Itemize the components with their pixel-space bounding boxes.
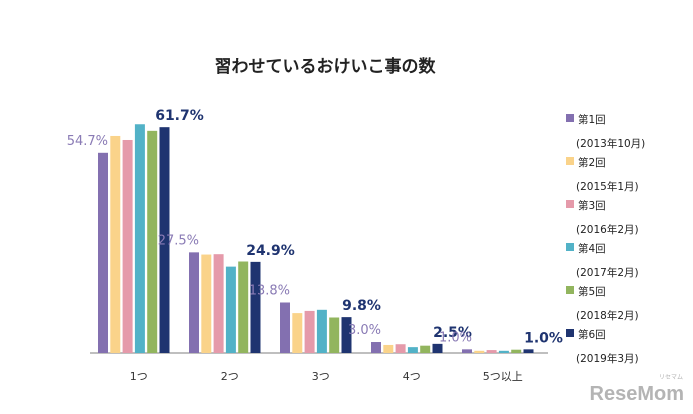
bar-1-series-5 [147, 130, 158, 353]
bar-2-series-4 [225, 266, 236, 353]
bar-2-series-1 [189, 252, 199, 353]
data-label-last-series: 61.7% [155, 108, 204, 124]
bar-2-series-2 [201, 254, 212, 353]
bar-4-series-6 [432, 343, 443, 353]
legend-series-name: 第3回 [578, 199, 606, 212]
data-label-last-series: 9.8% [342, 298, 381, 314]
legend-swatch [566, 114, 574, 122]
bar-4-series-1 [371, 342, 381, 353]
legend-series-name: 第6回 [578, 328, 606, 341]
x-tick-label: 2つ [221, 370, 239, 383]
legend-series-name: 第1回 [578, 113, 606, 126]
bar-4-series-5 [420, 345, 431, 353]
legend-series-period: (2016年2月) [576, 223, 639, 236]
data-label-last-series: 24.9% [246, 243, 295, 259]
data-labels: 54.7%61.7%27.5%24.9%13.8%9.8%3.0% 2.5%1.0… [67, 108, 563, 346]
x-tick-label: 1つ [130, 370, 148, 383]
legend-series-period: (2018年2月) [576, 309, 639, 322]
bar-1-series-1 [98, 152, 108, 353]
legend-series-name: 第5回 [578, 285, 606, 298]
chart-title: 習わせているおけいこ事の数 [215, 56, 437, 77]
bars [98, 124, 534, 353]
bar-3-series-3 [304, 310, 315, 353]
bar-5-series-2 [474, 350, 485, 353]
bar-5-series-6 [523, 349, 534, 353]
legend-swatch [566, 200, 574, 208]
bar-1-series-3 [122, 139, 133, 353]
data-label-last-series: 2.5% [433, 325, 472, 341]
bar-4-series-2 [383, 344, 394, 353]
bar-5-series-1 [462, 349, 472, 353]
legend-series-period: (2013年10月) [576, 137, 645, 150]
legend-swatch [566, 243, 574, 251]
bar-2-series-5 [238, 261, 249, 353]
bar-5-series-4 [498, 350, 509, 353]
legend-series-name: 第4回 [578, 242, 606, 255]
bar-1-series-6 [159, 127, 170, 353]
bar-5-series-3 [486, 350, 497, 353]
watermark-subtext: リセマム [659, 374, 683, 381]
bar-1-series-2 [110, 135, 121, 353]
data-label-first-series: 1.0% [439, 330, 472, 345]
x-tick-label: 4つ [403, 370, 421, 383]
bar-3-series-6 [341, 317, 352, 353]
data-label-first-series: 27.5% [158, 233, 199, 248]
x-axis: 1つ 2つ 3つ 4つ 5つ以上 [90, 352, 548, 383]
data-label-first-series: 54.7% [67, 134, 108, 149]
legend-swatch [566, 329, 574, 337]
legend-series-period: (2019年3月) [576, 352, 639, 365]
legend: 第1回 (2013年10月) 第2回 (2015年1月) 第3回 (2016年2月) 第4回… [566, 113, 645, 365]
bar-2-series-3 [213, 254, 224, 353]
x-tick-label: 5つ以上 [483, 370, 523, 383]
bar-4-series-3 [395, 344, 406, 353]
legend-series-period: (2015年1月) [576, 180, 639, 193]
data-label-first-series: 3.0% [348, 323, 381, 338]
bar-3-series-2 [292, 313, 303, 353]
data-label-last-series: 1.0% [524, 330, 563, 346]
bar-3-series-5 [329, 317, 340, 353]
watermark-text: ReseMom [590, 383, 684, 405]
data-label-first-series: 13.8% [249, 283, 290, 298]
legend-swatch [566, 157, 574, 165]
legend-series-name: 第2回 [578, 156, 606, 169]
legend-swatch [566, 286, 574, 294]
x-tick-label: 3つ [312, 370, 330, 383]
bar-3-series-4 [316, 309, 327, 353]
watermark-logo: ReseMom リセマム [590, 374, 684, 405]
bar-1-series-4 [134, 124, 145, 353]
bar-2-series-6 [250, 261, 261, 353]
bar-3-series-1 [280, 302, 290, 353]
legend-series-period: (2017年2月) [576, 266, 639, 279]
bar-5-series-5 [511, 349, 522, 353]
bar-4-series-4 [407, 347, 418, 353]
